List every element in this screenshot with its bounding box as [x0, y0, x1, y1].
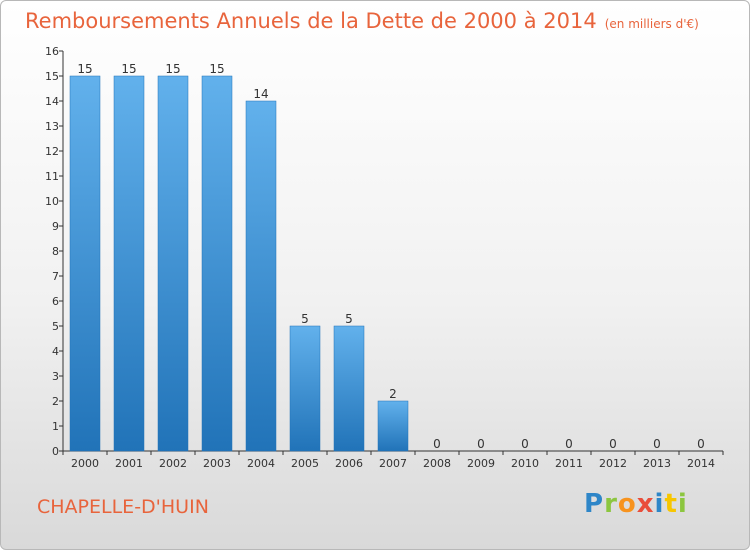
x-tick-label: 2005 [291, 457, 319, 470]
y-tick-label: 9 [52, 220, 59, 233]
x-tick-label: 2006 [335, 457, 363, 470]
x-tick-label: 2013 [643, 457, 671, 470]
data-label-2002: 15 [165, 62, 180, 76]
proxiti-logo: Proxiti [584, 489, 688, 519]
y-tick-label: 13 [45, 120, 59, 133]
y-tick-label: 2 [52, 395, 59, 408]
data-label-2005: 5 [301, 312, 309, 326]
y-tick-label: 8 [52, 245, 59, 258]
bar-2006 [333, 325, 365, 452]
chart-labels: 15 15 15 15 14 5 5 2 0 0 0 0 0 0 0 [77, 62, 704, 451]
x-tick-label: 2004 [247, 457, 275, 470]
logo-letter: x [636, 489, 655, 519]
bar-2002 [157, 75, 189, 452]
data-label-2014: 0 [697, 437, 705, 451]
y-tick-label: 7 [52, 270, 59, 283]
place-name: CHAPELLE-D'HUIN [37, 496, 209, 518]
data-label-2000: 15 [77, 62, 92, 76]
chart-unit: (en milliers d'€) [604, 17, 699, 31]
x-tick-label: 2010 [511, 457, 539, 470]
data-label-2004: 14 [253, 87, 268, 101]
data-label-2009: 0 [477, 437, 485, 451]
y-tick-label: 4 [52, 345, 59, 358]
x-tick-label: 2000 [71, 457, 99, 470]
y-tick-label: 6 [52, 295, 59, 308]
x-tick-label: 2012 [599, 457, 627, 470]
chart-bars [69, 75, 409, 452]
logo-letter: r [604, 489, 618, 519]
x-tick-label: 2011 [555, 457, 583, 470]
y-tick-label: 5 [52, 320, 59, 333]
logo-letter: i [654, 489, 665, 519]
y-tick-label: 3 [52, 370, 59, 383]
data-label-2011: 0 [565, 437, 573, 451]
x-tick-label: 2001 [115, 457, 143, 470]
data-label-2007: 2 [389, 387, 397, 401]
data-label-2001: 15 [121, 62, 136, 76]
bar-2003 [201, 75, 233, 452]
y-tick-label: 11 [45, 170, 59, 183]
x-tick-label: 2014 [687, 457, 715, 470]
x-tick-label: 2007 [379, 457, 407, 470]
chart-title-text: Remboursements Annuels de la Dette de 20… [25, 9, 597, 33]
logo-letter: i [677, 489, 688, 519]
bar-2000 [69, 75, 101, 452]
data-label-2003: 15 [209, 62, 224, 76]
y-tick-label: 16 [45, 45, 59, 58]
data-label-2008: 0 [433, 437, 441, 451]
data-label-2010: 0 [521, 437, 529, 451]
logo-letter: o [617, 489, 637, 519]
chart-title: Remboursements Annuels de la Dette de 20… [25, 9, 699, 33]
bar-2001 [113, 75, 145, 452]
x-tick-label: 2008 [423, 457, 451, 470]
data-label-2012: 0 [609, 437, 617, 451]
y-tick-label: 1 [52, 420, 59, 433]
bar-2005 [289, 325, 321, 452]
data-label-2013: 0 [653, 437, 661, 451]
bar-2004 [245, 100, 277, 452]
x-tick-label: 2003 [203, 457, 231, 470]
logo-letter: P [584, 489, 605, 519]
bar-2007 [377, 400, 409, 452]
y-tick-label: 10 [45, 195, 59, 208]
y-tick-label: 15 [45, 70, 59, 83]
x-tick-label: 2009 [467, 457, 495, 470]
data-label-2006: 5 [345, 312, 353, 326]
x-tick-label: 2002 [159, 457, 187, 470]
logo-letter: t [664, 489, 678, 519]
y-tick-label: 0 [52, 445, 59, 458]
y-tick-label: 12 [45, 145, 59, 158]
y-tick-label: 14 [45, 95, 59, 108]
